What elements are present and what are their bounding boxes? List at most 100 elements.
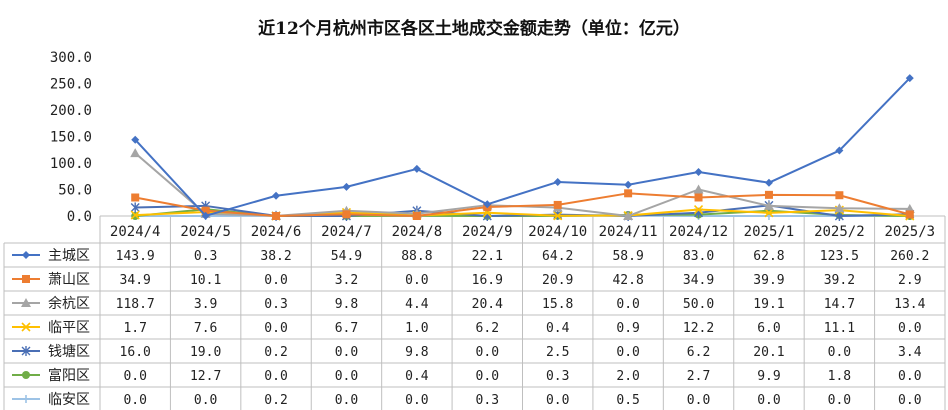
legend-key-marker — [21, 322, 31, 332]
table-cell: 0.3 — [476, 393, 499, 408]
chart-title: 近12个月杭州市区各区土地成交金额走势（单位：亿元） — [258, 19, 690, 39]
table-cell: 0.0 — [687, 393, 710, 408]
data-point — [624, 180, 633, 189]
table-cell: 19.0 — [190, 345, 221, 360]
table-cell: 0.0 — [898, 369, 921, 384]
x-tick-label: 2024/9 — [462, 224, 513, 240]
table-cell: 13.4 — [894, 297, 925, 312]
y-tick-label: 300.0 — [50, 50, 92, 66]
series-line — [135, 192, 911, 217]
x-tick-label: 2024/10 — [528, 224, 587, 240]
data-point — [130, 210, 140, 220]
table-cell: 39.9 — [753, 273, 784, 288]
table-cell: 0.0 — [476, 369, 499, 384]
table-cell: 2.9 — [898, 273, 921, 288]
data-point — [835, 146, 844, 155]
table-cell: 0.0 — [405, 273, 428, 288]
table-cell: 0.0 — [405, 393, 428, 408]
table-cell: 1.8 — [828, 369, 851, 384]
y-tick-label: 250.0 — [50, 77, 92, 93]
table-cell: 88.8 — [401, 249, 432, 264]
data-point — [130, 202, 140, 213]
table-cell: 6.0 — [757, 321, 780, 336]
data-point — [342, 210, 351, 219]
data-point — [412, 164, 421, 173]
table-cell: 260.2 — [890, 249, 929, 264]
series-name: 钱塘区 — [48, 344, 90, 360]
data-point — [694, 168, 703, 177]
table-cell: 0.0 — [123, 393, 146, 408]
y-axis: 0.0 50.0 100.0 150.0 200.0 250.0 300.0 — [50, 50, 945, 225]
table-cell: 38.2 — [260, 249, 291, 264]
data-point — [553, 211, 563, 221]
data-point — [272, 212, 281, 220]
table-cell: 20.4 — [472, 297, 503, 312]
table-cell: 0.0 — [264, 369, 287, 384]
table-cell: 20.1 — [753, 345, 784, 360]
data-point — [694, 193, 703, 202]
data-point — [131, 193, 140, 202]
table-cell: 0.0 — [194, 393, 217, 408]
table-cell: 0.4 — [546, 321, 570, 336]
data-point — [693, 204, 704, 215]
table-cell: 6.2 — [476, 321, 499, 336]
legend-key-marker — [22, 275, 30, 283]
table-cell: 12.7 — [190, 369, 221, 384]
table-cell: 2.0 — [616, 369, 639, 384]
table-cell: 1.0 — [405, 321, 428, 336]
series-name: 富阳区 — [48, 367, 90, 384]
table-cell: 0.0 — [616, 297, 639, 312]
data-point — [272, 191, 281, 200]
table-cell: 34.9 — [120, 273, 151, 288]
table-row: 临安区 0.0 0.0 0.2 0.0 0.0 0.3 0.0 0.5 0.0 0.0 0.0 0.0 — [12, 392, 922, 408]
table-cell: 6.7 — [335, 321, 358, 336]
y-tick-label: 0.0 — [67, 209, 92, 225]
data-point — [553, 200, 562, 209]
table-cell: 16.0 — [120, 345, 151, 360]
table-cell: 0.2 — [264, 393, 287, 408]
table-cell: 0.0 — [828, 345, 851, 360]
data-point — [764, 208, 774, 218]
series-name: 临平区 — [48, 320, 90, 336]
table-cell: 7.6 — [194, 321, 217, 336]
table-cell: 0.0 — [757, 393, 780, 408]
table-cell: 64.2 — [542, 249, 573, 264]
legend-key-marker — [22, 395, 30, 403]
table-cell: 0.4 — [405, 369, 429, 384]
table-row: 主城区 143.9 0.3 38.2 54.9 88.8 22.1 64.2 58.9 83.0 6… — [12, 248, 929, 264]
table-cell: 0.0 — [616, 345, 639, 360]
data-point — [834, 203, 845, 213]
series-group — [130, 74, 915, 221]
table-row: 钱塘区 16.0 19.0 0.2 0.0 9.8 0.0 2.5 0.0 6.2 20.1 0.0 3… — [12, 344, 922, 360]
data-point — [201, 206, 210, 215]
x-tick-label: 2024/5 — [180, 224, 231, 240]
table-cell: 118.7 — [116, 297, 155, 312]
data-point — [483, 200, 492, 209]
table-cell: 0.3 — [194, 249, 217, 264]
table-cell: 3.2 — [335, 273, 358, 288]
series-name: 余杭区 — [48, 295, 90, 312]
table-cell: 0.0 — [546, 393, 569, 408]
table-cell: 143.9 — [116, 249, 155, 264]
table-cell: 42.8 — [612, 273, 643, 288]
y-tick-label: 150.0 — [50, 130, 92, 146]
table-row: 萧山区 34.9 10.1 0.0 3.2 0.0 16.9 20.9 42.8 34.9 39.9… — [12, 272, 922, 288]
series-name: 临安区 — [48, 392, 90, 408]
y-tick-label: 200.0 — [50, 103, 92, 119]
table-cell: 0.5 — [616, 393, 639, 408]
series-name: 萧山区 — [48, 272, 90, 288]
table-cell: 9.8 — [335, 297, 358, 312]
table-cell: 123.5 — [820, 249, 859, 264]
table-cell: 54.9 — [331, 249, 362, 264]
series-name: 主城区 — [48, 248, 90, 264]
data-point — [131, 135, 140, 144]
table-cell: 0.0 — [898, 393, 921, 408]
table-cell: 6.2 — [687, 345, 710, 360]
table-cell: 2.7 — [687, 369, 710, 384]
data-point — [763, 200, 774, 210]
x-tick-label: 2024/11 — [599, 224, 658, 240]
table-cell: 50.0 — [683, 297, 714, 312]
table-cell: 0.2 — [264, 345, 287, 360]
table-cell: 0.3 — [546, 369, 569, 384]
